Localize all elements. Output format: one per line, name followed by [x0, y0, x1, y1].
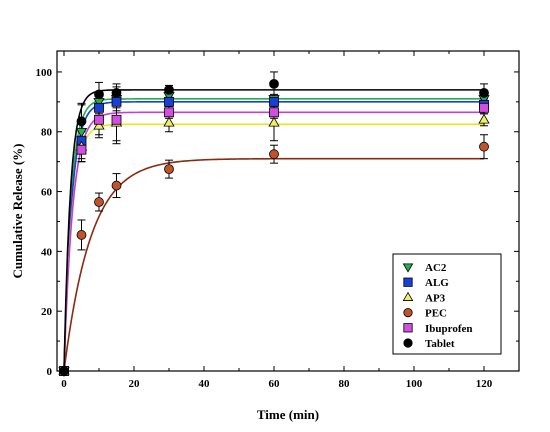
- point-tablet: [94, 89, 104, 100]
- point-pec: [479, 141, 489, 152]
- axis-ticks: 0 20 40 60 80 100 120 0 20 40 60 80 100: [36, 51, 519, 390]
- y-axis-title: Cumulative Release (%): [10, 143, 25, 278]
- point-ibuprofen: [269, 107, 279, 118]
- point-alg: [164, 96, 174, 107]
- plot-frame: [56, 50, 520, 372]
- legend-label-alg: ALG: [425, 277, 449, 289]
- point-pec: [76, 230, 87, 240]
- x-axis-title: Time (min): [257, 407, 319, 422]
- legend-label-ac2: AC2: [425, 262, 447, 274]
- point-tablet: [111, 87, 122, 98]
- point-pec: [94, 197, 104, 207]
- point-ibuprofen: [76, 144, 87, 155]
- x-tick-label: 80: [339, 378, 351, 390]
- legend-marker-pec: [403, 307, 413, 318]
- point-pec: [164, 164, 174, 175]
- x-tick-label: 0: [61, 378, 67, 390]
- legend-marker-ac2: [402, 263, 414, 273]
- x-tick-label: 120: [476, 378, 493, 390]
- point-ap3: [478, 113, 490, 124]
- point-alg: [269, 96, 279, 107]
- legend-label-tablet: Tablet: [425, 338, 455, 350]
- legend-marker-tablet: [403, 338, 413, 348]
- y-tick-label: 80: [41, 127, 53, 139]
- y-tick-label: 40: [41, 246, 53, 258]
- point-pec: [269, 149, 279, 160]
- x-tick-label: 40: [199, 378, 211, 390]
- point-ibuprofen: [111, 114, 122, 125]
- point-tablet: [164, 84, 174, 95]
- point-ap3: [93, 119, 105, 130]
- point-tablet: [479, 87, 489, 98]
- legend-marker-ibuprofen: [403, 323, 413, 333]
- x-tick-label: 60: [269, 378, 281, 390]
- y-tick-label: 60: [41, 187, 53, 199]
- legend-label-ibuprofen: Ibuprofen: [425, 323, 472, 335]
- point-ibuprofen: [479, 102, 489, 113]
- y-tick-label: 0: [47, 366, 53, 378]
- x-tick-label: 100: [406, 378, 423, 390]
- legend-marker-alg: [403, 277, 413, 287]
- point-tablet: [269, 78, 279, 89]
- point-ap3: [163, 116, 175, 127]
- legend-label-ap3: AP3: [425, 292, 446, 304]
- legend-box: [392, 253, 502, 355]
- point-alg: [94, 102, 104, 113]
- data-points: [58, 78, 490, 377]
- point-ac2: [75, 127, 88, 138]
- point-tablet: [76, 116, 87, 127]
- x-tick-label: 20: [129, 378, 141, 390]
- y-tick-label: 20: [41, 306, 53, 318]
- point-alg: [111, 96, 122, 107]
- legend-marker-ap3: [402, 291, 414, 301]
- y-tick-label: 100: [36, 67, 53, 79]
- legend: AC2 ALG AP3 PEC Ibuprofen Tablet: [392, 253, 502, 355]
- point-ap3: [268, 116, 280, 127]
- point-ibuprofen: [164, 107, 174, 118]
- legend-label-pec: PEC: [425, 308, 447, 320]
- point-ibuprofen: [94, 114, 104, 125]
- point-pec: [111, 180, 122, 191]
